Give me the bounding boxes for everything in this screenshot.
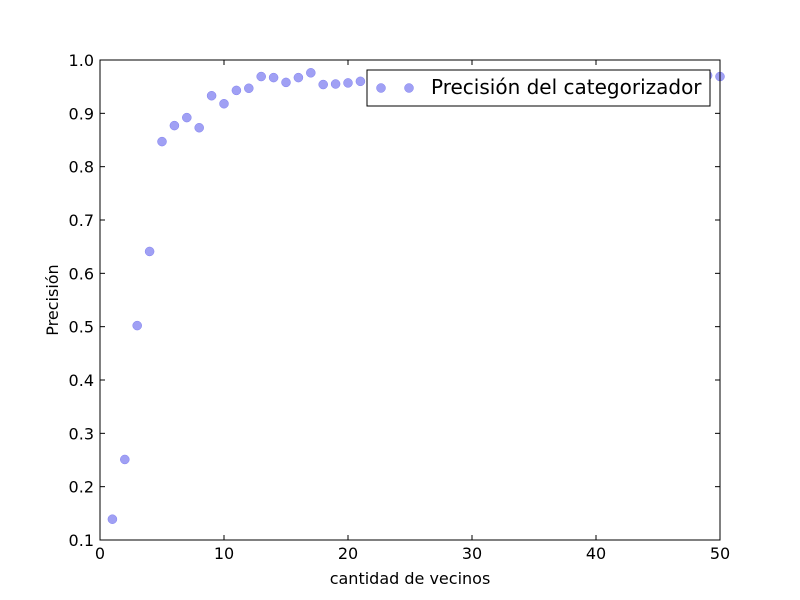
data-point	[157, 136, 167, 147]
data-point	[144, 246, 155, 257]
data-point	[293, 72, 304, 83]
x-tick-label: 10	[214, 544, 234, 563]
x-tick-label: 40	[586, 544, 606, 563]
y-tick-label: 1.0	[69, 51, 94, 70]
data-point	[169, 120, 180, 131]
data-point	[107, 514, 118, 524]
y-tick-label: 0.3	[69, 424, 94, 443]
y-tick-label: 0.2	[69, 478, 94, 497]
plot-area	[100, 60, 720, 540]
x-tick-label: 30	[462, 544, 482, 563]
legend-label: Precisión del categorizador	[431, 75, 702, 99]
x-axis-label: cantidad de vecinos	[330, 569, 491, 588]
data-point	[120, 454, 130, 465]
legend: Precisión del categorizador	[366, 69, 711, 107]
plot-frame	[99, 59, 721, 541]
data-point	[244, 83, 254, 94]
data-point	[281, 77, 291, 88]
y-tick-label: 0.7	[69, 211, 94, 230]
data-point	[219, 98, 229, 109]
data-point	[182, 112, 192, 123]
data-point	[132, 320, 142, 331]
y-tick-label: 0.1	[69, 531, 94, 550]
x-tick-label: 20	[338, 544, 358, 563]
data-point	[194, 122, 204, 133]
data-point	[306, 68, 316, 78]
data-point	[206, 90, 217, 101]
data-point	[355, 76, 366, 87]
data-point	[330, 79, 341, 89]
data-point	[268, 72, 279, 83]
legend-marker	[376, 83, 386, 93]
axis-ticks: 0 10 20 30 40 50 0.1 0.2 0.3 0.4 0.5 0.6 0.7 0.8 0.9 1.…	[69, 51, 731, 563]
legend-box	[366, 69, 711, 107]
data-point	[318, 79, 328, 90]
legend-markers	[376, 83, 414, 93]
y-tick-label: 0.6	[69, 264, 94, 283]
y-tick-label: 0.9	[69, 104, 94, 123]
data-point	[343, 78, 353, 88]
y-axis-label: Precisión	[43, 264, 62, 335]
y-tick-label: 0.5	[69, 318, 94, 337]
x-tick-label: 50	[710, 544, 730, 563]
legend-marker	[404, 83, 414, 93]
y-tick-label: 0.4	[69, 371, 94, 390]
y-tick-label: 0.8	[69, 158, 94, 177]
x-tick-label: 0	[95, 544, 105, 563]
data-point	[256, 71, 266, 82]
data-point	[231, 85, 242, 96]
